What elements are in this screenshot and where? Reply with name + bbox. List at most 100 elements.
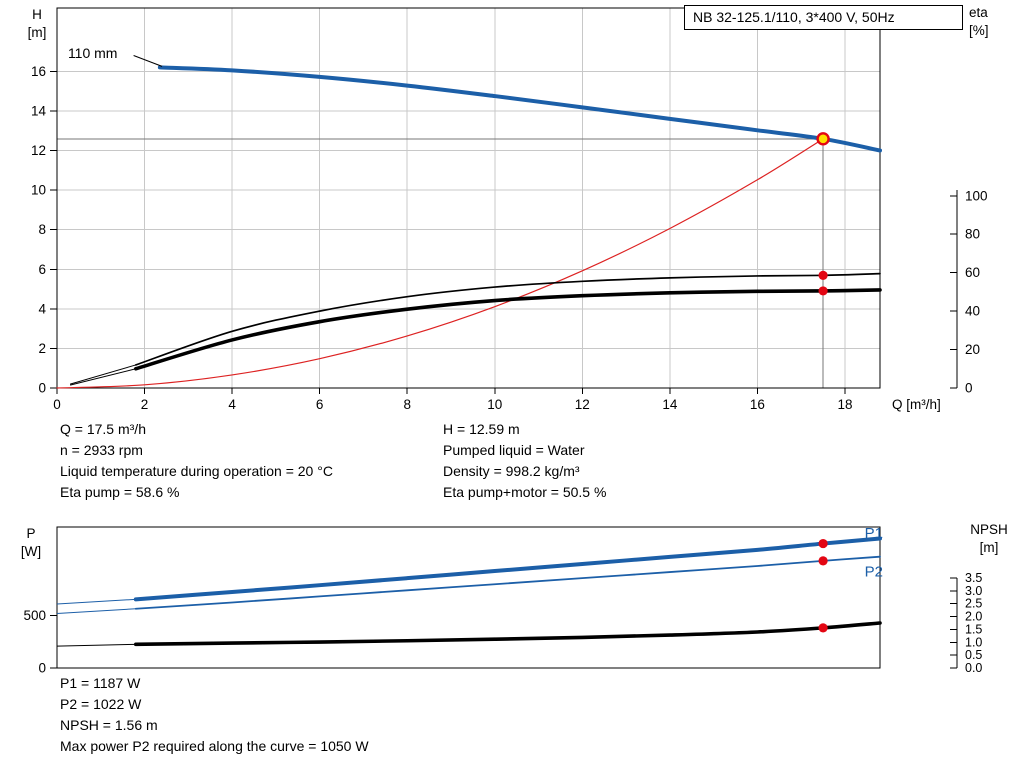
npsh-axis: 0.00.51.01.52.02.53.03.5 [950, 571, 982, 675]
p1-point [818, 538, 828, 549]
p1-curve-label: P1 [865, 525, 883, 542]
eta-axis-label: eta [%] [969, 4, 1015, 40]
svg-text:0: 0 [965, 381, 973, 396]
svg-text:0.5: 0.5 [965, 648, 982, 662]
svg-text:0: 0 [38, 661, 46, 676]
svg-text:16: 16 [31, 64, 46, 79]
svg-text:18: 18 [837, 397, 852, 412]
bottom-chart-markers [818, 538, 828, 633]
svg-text:12: 12 [575, 397, 590, 412]
svg-text:16: 16 [750, 397, 765, 412]
svg-text:100: 100 [965, 188, 988, 203]
svg-text:6: 6 [38, 262, 46, 277]
duty-point[interactable] [816, 132, 830, 146]
duty-info-right: H = 12.59 m Pumped liquid = Water Densit… [443, 419, 606, 503]
npsh-axis-label-line1: NPSH [970, 522, 1008, 537]
h-axis-label-line2: [m] [27, 25, 47, 40]
pump-title: NB 32-125.1/110, 3*400 V, 50Hz [693, 9, 895, 25]
top-chart-frame [56, 7, 881, 389]
eta-pump-curve-lead-in [69, 364, 136, 385]
svg-text:0: 0 [53, 397, 61, 412]
power-info: P1 = 1187 W P2 = 1022 W NPSH = 1.56 m Ma… [60, 673, 369, 757]
bottom-chart-frame [56, 526, 881, 669]
info-pumped-liquid: Pumped liquid = Water [443, 442, 585, 458]
info-speed: n = 2933 rpm [60, 442, 143, 458]
svg-text:3.5: 3.5 [965, 571, 982, 585]
svg-text:500: 500 [23, 608, 46, 623]
h-axis-label-line1: H [32, 7, 42, 22]
top-chart-annotations: 110 mm [68, 45, 163, 67]
svg-text:40: 40 [965, 304, 980, 319]
system-curve [56, 138, 824, 389]
svg-text:1.0: 1.0 [965, 635, 982, 649]
svg-text:6: 6 [316, 397, 324, 412]
top-chart-axes: 0 2 4 6 8 10 12 14 16 0 2 4 6 8 10 12 14 16 18 [31, 64, 853, 412]
p2-curve [134, 555, 881, 610]
p-axis: 0 500 [23, 608, 57, 676]
svg-text:2.5: 2.5 [965, 597, 982, 611]
head-curve-110mm [157, 65, 882, 153]
p1-curve-lead-in [56, 598, 136, 605]
duty-info-left: Q = 17.5 m³/h n = 2933 rpm Liquid temper… [60, 419, 333, 503]
svg-text:14: 14 [31, 103, 47, 118]
svg-text:1.5: 1.5 [965, 622, 982, 636]
svg-text:2: 2 [141, 397, 149, 412]
eta-pump-motor-point [818, 286, 828, 296]
top-chart-markers [816, 132, 830, 296]
svg-text:8: 8 [38, 222, 46, 237]
svg-text:4: 4 [38, 301, 46, 316]
svg-text:80: 80 [965, 227, 980, 242]
q-axis-label: Q [m³/h] [892, 397, 941, 412]
eta-axis: 0 20 40 60 80 100 [950, 188, 988, 396]
duty-point-crosshair [57, 138, 824, 388]
p2-curve-lead-in [56, 608, 136, 614]
info-liquid-temp: Liquid temperature during operation = 20… [60, 463, 333, 479]
eta-pump-point [818, 270, 828, 280]
npsh-curve-lead-in [56, 643, 136, 647]
p2-curve-label: P2 [865, 563, 883, 580]
p1-curve [133, 536, 882, 602]
eta-pump-curve [134, 272, 881, 366]
info-eta-pump: Eta pump = 58.6 % [60, 484, 180, 500]
svg-text:0: 0 [38, 381, 46, 396]
result-max-p2: Max power P2 required along the curve = … [60, 738, 369, 754]
bottom-chart-series: P1 P2 [56, 525, 883, 647]
top-chart-series [56, 65, 882, 389]
svg-text:0.0: 0.0 [965, 661, 982, 675]
svg-text:14: 14 [662, 397, 678, 412]
p-axis-label-line2: [W] [20, 544, 42, 559]
svg-text:10: 10 [487, 397, 502, 412]
eta-axis-label-line2: [%] [969, 23, 989, 38]
eta-pump-motor-curve-lead-in [70, 368, 136, 386]
npsh-curve [133, 621, 882, 647]
svg-text:20: 20 [965, 342, 980, 357]
result-npsh: NPSH = 1.56 m [60, 717, 158, 733]
eta-pump-motor-curve [133, 288, 882, 371]
result-p2: P2 = 1022 W [60, 696, 142, 712]
svg-text:12: 12 [31, 143, 46, 158]
svg-text:10: 10 [31, 183, 46, 198]
svg-text:8: 8 [403, 397, 411, 412]
result-p1: P1 = 1187 W [60, 675, 141, 691]
svg-text:2.0: 2.0 [965, 610, 982, 624]
top-chart-grid [57, 8, 880, 388]
p-axis-label-line1: P [26, 526, 36, 541]
svg-text:3.0: 3.0 [965, 584, 982, 598]
npsh-point [818, 623, 828, 633]
svg-text:4: 4 [228, 397, 236, 412]
pump-title-box: NB 32-125.1/110, 3*400 V, 50Hz [684, 5, 963, 30]
npsh-axis-label-line2: [m] [979, 540, 999, 555]
svg-text:2: 2 [38, 341, 46, 356]
svg-text:60: 60 [965, 265, 980, 280]
info-eta-pump-motor: Eta pump+motor = 50.5 % [443, 484, 607, 500]
info-h: H = 12.59 m [443, 421, 520, 437]
info-q: Q = 17.5 m³/h [60, 421, 146, 437]
info-density: Density = 998.2 kg/m³ [443, 463, 580, 479]
p2-point [818, 556, 828, 566]
npsh-axis-label: NPSH [m] [964, 521, 1014, 557]
p-axis-label: P [W] [12, 525, 50, 561]
impeller-diameter-label: 110 mm [68, 45, 118, 61]
eta-axis-label-line1: eta [969, 5, 988, 20]
